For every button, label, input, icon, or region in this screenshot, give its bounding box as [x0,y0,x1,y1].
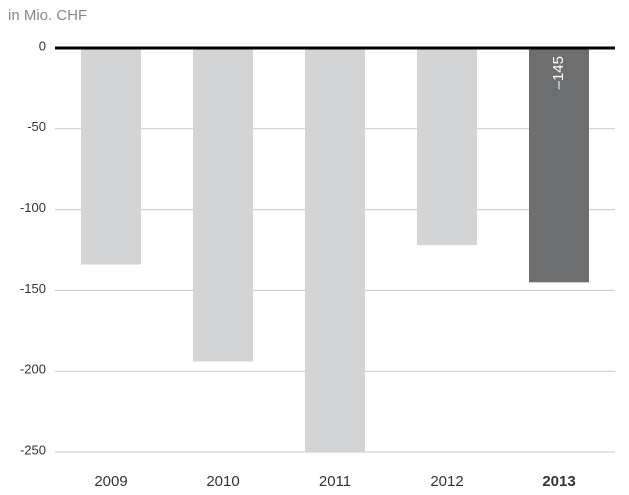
x-tick-label: 2011 [319,473,351,490]
y-tick-label: -250 [20,442,46,457]
axis-label: in Mio. CHF [8,7,87,24]
bar [305,48,365,452]
bar [81,48,141,265]
y-tick-label: -200 [20,362,46,377]
x-tick-label: 2009 [94,473,127,490]
y-tick-label: -150 [20,281,46,296]
y-tick-label: 0 [39,38,46,53]
y-tick-label: -50 [27,119,46,134]
x-tick-label: 2010 [206,473,239,490]
bar [417,48,477,246]
bar [529,48,589,283]
y-tick-label: -100 [20,200,46,215]
x-tick-label: 2013 [542,473,575,490]
x-tick-label: 2012 [430,473,463,490]
bar [193,48,253,362]
data-label: –145 [550,56,567,89]
